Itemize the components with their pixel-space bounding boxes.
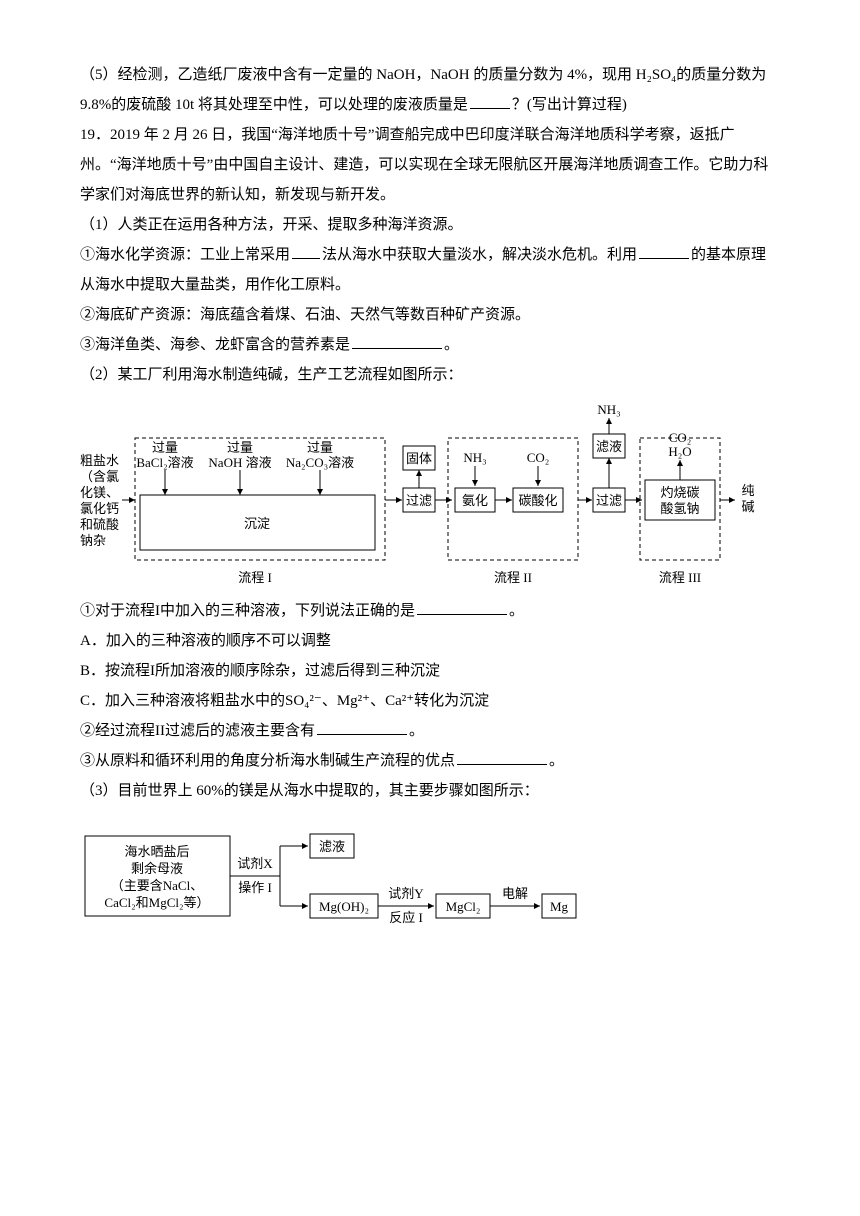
caption: 流程 II [494, 570, 532, 585]
caption: 流程 I [238, 570, 272, 585]
q19-2-1: ①对于流程I中加入的三种溶液，下列说法正确的是 。 [80, 596, 780, 626]
filter2-box: 过滤 [596, 493, 622, 508]
q18-5: （5）经检测，乙造纸厂废液中含有一定量的 NaOH，NaOH 的质量分数为 4%… [80, 60, 780, 120]
label: NaOH 溶液 [208, 455, 271, 470]
q18-5-text-b: ？(写出计算过程) [512, 97, 627, 113]
text: ①海水化学资源：工业上常采用 [80, 247, 290, 263]
label: CO₂ [527, 450, 550, 465]
pure-label: 纯 [741, 483, 754, 498]
label: CO₂ [669, 430, 692, 445]
mother-liquor: 海水晒盐后 [124, 844, 189, 859]
process-flow-diagram-2: text { font-family: "SimSun", serif; fon… [80, 816, 640, 936]
label: NH₃ [597, 402, 620, 417]
reagent-y: 试剂Y [388, 886, 424, 901]
process-flow-diagram-1: text { font-family: "SimSun", serif; fon… [80, 400, 770, 590]
reaction-1: 反应 I [389, 910, 423, 925]
burn-box: 酸氢钠 [660, 501, 699, 516]
blank [470, 93, 510, 109]
text: ②经过流程II过滤后的滤液主要含有 [80, 723, 315, 739]
text: ①对于流程I中加入的三种溶液，下列说法正确的是 [80, 603, 415, 619]
mgcl2-box: MgCl₂ [446, 899, 481, 914]
label: BaCl₂溶液 [136, 455, 193, 470]
label: H₂O [668, 444, 691, 459]
q19-1-3: ③海洋鱼类、海参、龙虾富含的营养素是 。 [80, 330, 780, 360]
text: 。 [409, 723, 424, 739]
q19-2-2: ②经过流程II过滤后的滤液主要含有 。 [80, 716, 780, 746]
precip-box: 沉淀 [244, 516, 270, 531]
label: 过量 [152, 440, 178, 455]
option-b: B．按流程I所加溶液的顺序除杂，过滤后得到三种沉淀 [80, 656, 780, 686]
mother-liquor: （主要含NaCl、 [111, 878, 203, 893]
filter-box: 过滤 [406, 493, 432, 508]
blank [292, 243, 320, 259]
option-a: A．加入的三种溶液的顺序不可以调整 [80, 626, 780, 656]
raw-label: 粗盐水（含氯化镁、氯化钙和硫酸钠杂 [80, 453, 119, 548]
q19-2: （2）某工厂利用海水制造纯碱，生产工艺流程如图所示： [80, 360, 780, 390]
q19-1-1: ①海水化学资源：工业上常采用法从海水中获取大量淡水，解决淡水危机。利用的基本原理… [80, 240, 780, 300]
blank [317, 719, 407, 735]
label: 过量 [307, 440, 333, 455]
filtrate-box: 滤液 [319, 839, 345, 854]
option-c: C．加入三种溶液将粗盐水中的SO₄²⁻、Mg²⁺、Ca²⁺转化为沉淀 [80, 686, 780, 716]
ammon-box: 氨化 [462, 493, 488, 508]
label: 过量 [227, 440, 253, 455]
solid-box: 固体 [406, 451, 432, 466]
blank [352, 333, 442, 349]
mother-liquor: CaCl₂和MgCl₂等） [104, 895, 209, 910]
mg-box: Mg [550, 899, 569, 914]
burn-box: 灼烧碳 [660, 485, 699, 500]
q19-1: （1）人类正在运用各种方法，开采、提取多种海洋资源。 [80, 210, 780, 240]
operation-1: 操作 I [238, 880, 272, 895]
blank [639, 243, 689, 259]
text: ③从原料和循环利用的角度分析海水制碱生产流程的优点 [80, 753, 455, 769]
filtrate-box: 滤液 [596, 439, 622, 454]
electrolysis: 电解 [502, 886, 528, 901]
label: Na₂CO₃溶液 [286, 455, 354, 470]
mother-liquor: 剩余母液 [131, 861, 183, 876]
text: 。 [549, 753, 564, 769]
q19-3: （3）目前世界上 60%的镁是从海水中提取的，其主要步骤如图所示： [80, 776, 780, 806]
text: 。 [509, 603, 524, 619]
mgoh2-box: Mg(OH)₂ [319, 899, 369, 914]
carbon-box: 碳酸化 [518, 493, 557, 508]
text: ③海洋鱼类、海参、龙虾富含的营养素是 [80, 337, 350, 353]
q19-1-2: ②海底矿产资源：海底蕴含着煤、石油、天然气等数百种矿产资源。 [80, 300, 780, 330]
label: NH₃ [463, 450, 486, 465]
blank [417, 599, 507, 615]
q19-2-3: ③从原料和循环利用的角度分析海水制碱生产流程的优点 。 [80, 746, 780, 776]
reagent-x: 试剂X [237, 856, 273, 871]
q18-5-text-a: （5）经检测，乙造纸厂废液中含有一定量的 NaOH，NaOH 的质量分数为 4%… [80, 67, 766, 113]
blank [457, 749, 547, 765]
text: 法从海水中获取大量淡水，解决淡水危机。利用 [322, 247, 637, 263]
q19-stem: 19．2019 年 2 月 26 日，我国“海洋地质十号”调查船完成中巴印度洋联… [80, 120, 780, 210]
caption: 流程 III [659, 570, 701, 585]
pure-label: 碱 [741, 499, 754, 514]
text: 。 [444, 337, 459, 353]
